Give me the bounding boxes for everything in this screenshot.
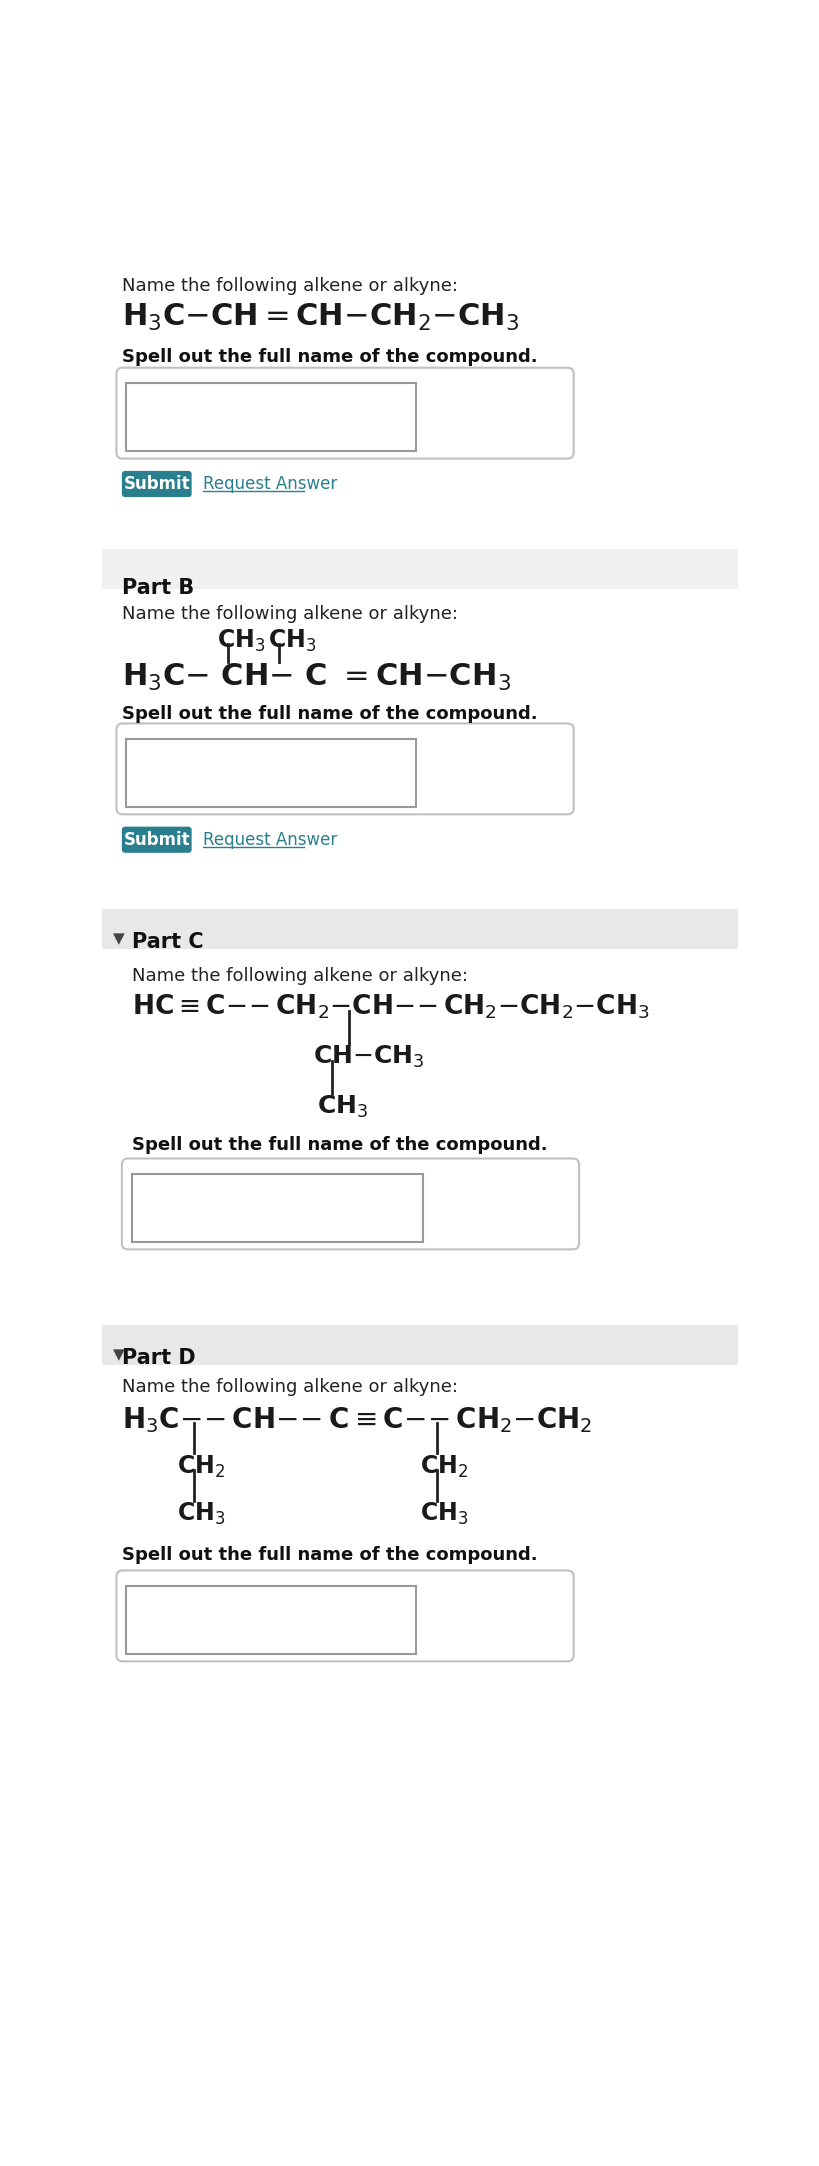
Text: ▼: ▼: [113, 1347, 125, 1362]
Text: Name the following alkene or alkyne:: Name the following alkene or alkyne:: [122, 277, 457, 295]
Text: CH$_3$: CH$_3$: [317, 1094, 368, 1120]
Text: H$_3$C$-$CH$=$CH$-$CH$_2$$-$CH$_3$: H$_3$C$-$CH$=$CH$-$CH$_2$$-$CH$_3$: [122, 303, 518, 334]
Text: CH$_2$: CH$_2$: [420, 1453, 468, 1479]
Text: Name the following alkene or alkyne:: Name the following alkene or alkyne:: [122, 604, 457, 624]
Text: CH$_3$: CH$_3$: [267, 628, 315, 654]
Text: Spell out the full name of the compound.: Spell out the full name of the compound.: [122, 1547, 536, 1564]
Text: CH$_3$: CH$_3$: [420, 1501, 468, 1527]
Text: Spell out the full name of the compound.: Spell out the full name of the compound.: [132, 1137, 547, 1154]
Text: Part D: Part D: [122, 1347, 195, 1369]
Text: H$_3$C$-$ CH$-$ C $=$CH$-$CH$_3$: H$_3$C$-$ CH$-$ C $=$CH$-$CH$_3$: [122, 663, 510, 693]
FancyBboxPatch shape: [132, 1174, 422, 1241]
Text: Spell out the full name of the compound.: Spell out the full name of the compound.: [122, 704, 536, 723]
FancyBboxPatch shape: [116, 368, 573, 459]
FancyBboxPatch shape: [122, 470, 192, 496]
Text: H$_3$C$-\!-$CH$-\!-$C$\equiv$C$-\!-$CH$_2$$-$CH$_2$: H$_3$C$-\!-$CH$-\!-$C$\equiv$C$-\!-$CH$_…: [122, 1406, 591, 1434]
FancyBboxPatch shape: [102, 260, 737, 561]
FancyBboxPatch shape: [125, 383, 416, 451]
Text: Submit: Submit: [124, 832, 190, 849]
FancyBboxPatch shape: [102, 1365, 737, 1928]
Text: Submit: Submit: [124, 474, 190, 494]
FancyBboxPatch shape: [116, 723, 573, 814]
Text: CH$_3$: CH$_3$: [217, 628, 265, 654]
Text: ▼: ▼: [113, 931, 125, 947]
FancyBboxPatch shape: [116, 1570, 573, 1661]
Text: HC$\equiv$C$-\!-$CH$_2$$-$CH$-\!-$CH$_2$$-$CH$_2$$-$CH$_3$: HC$\equiv$C$-\!-$CH$_2$$-$CH$-\!-$CH$_2$…: [132, 992, 649, 1022]
FancyBboxPatch shape: [102, 910, 737, 949]
FancyBboxPatch shape: [122, 827, 192, 853]
Text: Request Answer: Request Answer: [203, 474, 337, 494]
Text: Part B: Part B: [122, 578, 194, 598]
Text: CH$-$CH$_3$: CH$-$CH$_3$: [313, 1044, 424, 1070]
Text: Name the following alkene or alkyne:: Name the following alkene or alkyne:: [132, 966, 468, 986]
Text: Part C: Part C: [132, 931, 203, 953]
Text: Name the following alkene or alkyne:: Name the following alkene or alkyne:: [122, 1378, 457, 1395]
FancyBboxPatch shape: [122, 1159, 578, 1250]
Text: CH$_3$: CH$_3$: [177, 1501, 225, 1527]
FancyBboxPatch shape: [102, 589, 737, 938]
Text: Spell out the full name of the compound.: Spell out the full name of the compound.: [122, 349, 536, 366]
FancyBboxPatch shape: [102, 550, 737, 589]
FancyBboxPatch shape: [102, 949, 737, 1360]
FancyBboxPatch shape: [102, 1326, 737, 1365]
Text: CH$_2$: CH$_2$: [177, 1453, 225, 1479]
FancyBboxPatch shape: [125, 1586, 416, 1653]
Text: Request Answer: Request Answer: [203, 832, 337, 849]
FancyBboxPatch shape: [125, 739, 416, 806]
